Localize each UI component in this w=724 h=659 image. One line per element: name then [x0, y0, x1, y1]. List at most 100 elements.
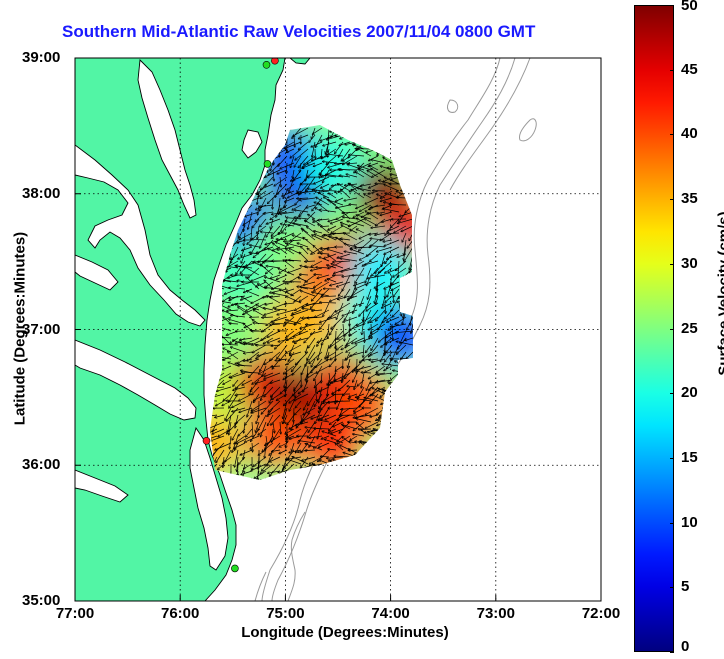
velocity-arrow: [276, 274, 288, 279]
velocity-arrow: [342, 372, 343, 383]
velocity-arrow: [304, 155, 316, 165]
velocity-arrow: [343, 425, 351, 430]
velocity-arrow: [385, 267, 393, 273]
velocity-arrow: [223, 351, 239, 360]
velocity-arrow: [253, 246, 267, 258]
velocity-arrow: [387, 281, 393, 297]
colorbar-tick: [670, 652, 674, 653]
velocity-arrow: [294, 134, 295, 147]
velocity-arrow: [333, 421, 344, 427]
velocity-arrow: [312, 183, 323, 190]
velocity-arrow: [348, 358, 351, 368]
velocity-arrow: [371, 323, 386, 333]
velocity-arrow: [312, 288, 323, 301]
velocity-arrow: [387, 316, 400, 322]
velocity-arrow: [318, 420, 330, 423]
velocity-arrow: [366, 302, 379, 311]
velocity-arrow: [291, 421, 295, 430]
velocity-arrow: [355, 267, 365, 283]
velocity-arrow: [229, 421, 232, 435]
velocity-arrow: [328, 323, 330, 338]
velocity-arrow: [339, 288, 344, 296]
velocity-arrow: [343, 155, 351, 161]
velocity-arrow: [355, 247, 372, 248]
velocity-arrow: [378, 372, 393, 375]
velocity-arrow: [406, 351, 413, 359]
velocity-arrow: [230, 372, 246, 378]
velocity-arrow: [365, 197, 379, 204]
velocity-arrow: [322, 169, 337, 177]
velocity-arrow: [250, 358, 260, 362]
velocity-arrow: [365, 365, 379, 372]
velocity-arrow: [251, 225, 252, 240]
velocity-arrow: [372, 388, 386, 395]
velocity-arrow: [311, 260, 323, 267]
velocity-arrow: [364, 194, 372, 199]
velocity-arrow: [323, 302, 330, 317]
velocity-arrow: [311, 358, 316, 367]
velocity-arrow: [392, 344, 400, 360]
velocity-arrow: [260, 218, 267, 227]
velocity-arrow: [341, 267, 358, 272]
velocity-arrow: [340, 407, 351, 415]
velocity-arrow: [278, 268, 295, 276]
velocity-arrow: [329, 372, 330, 383]
velocity-arrow: [280, 386, 288, 394]
velocity-arrow: [321, 183, 330, 188]
velocity-arrow: [264, 358, 274, 365]
velocity-arrow: [285, 379, 295, 391]
velocity-arrow: [237, 281, 253, 286]
velocity-arrow: [341, 344, 351, 350]
x-axis-label: Longitude (Degrees:Minutes): [241, 624, 449, 641]
velocity-arrow: [311, 330, 323, 334]
velocity-arrow: [388, 233, 400, 234]
velocity-arrow: [354, 365, 372, 370]
colorbar-tick: [670, 5, 674, 6]
velocity-arrow: [316, 197, 330, 206]
velocity-arrow: [241, 295, 253, 300]
velocity-arrow: [311, 295, 323, 308]
colorbar-label: Surface Velocity (cm/s): [715, 211, 724, 376]
velocity-arrow: [332, 233, 351, 234]
velocity-arrow: [249, 365, 260, 377]
velocity-arrow: [376, 365, 386, 373]
velocity-arrow: [345, 365, 358, 378]
velocity-arrow: [253, 323, 267, 324]
velocity-arrow: [308, 393, 316, 406]
colorbar-tick: [670, 328, 674, 330]
velocity-arrow: [301, 246, 309, 255]
velocity-arrow: [227, 421, 239, 434]
velocity-arrow: [323, 162, 337, 164]
velocity-arrow: [322, 190, 337, 191]
velocity-arrow: [308, 421, 316, 432]
velocity-arrow: [294, 393, 309, 401]
velocity-arrow: [342, 323, 344, 341]
velocity-arrow: [314, 281, 323, 288]
velocity-arrow: [371, 160, 386, 164]
velocity-arrow: [319, 257, 330, 262]
velocity-arrow: [342, 424, 358, 430]
velocity-arrow: [357, 379, 365, 386]
velocity-arrow: [360, 295, 365, 306]
velocity-arrow: [356, 215, 372, 220]
velocity-arrow: [339, 170, 358, 171]
velocity-arrow: [229, 288, 246, 290]
velocity-arrow: [384, 184, 400, 192]
velocity-arrow: [387, 358, 393, 369]
velocity-arrow: [394, 225, 407, 233]
velocity-arrow: [344, 197, 358, 201]
velocity-arrow: [308, 337, 316, 348]
velocity-arrow: [270, 295, 281, 297]
velocity-arrow: [283, 400, 288, 418]
velocity-arrow: [376, 379, 393, 382]
velocity-arrow: [397, 253, 407, 257]
velocity-arrow: [290, 351, 302, 356]
velocity-arrow: [272, 281, 288, 289]
velocity-arrow: [384, 246, 400, 254]
velocity-arrow: [343, 217, 358, 220]
colorbar-tick: [670, 199, 674, 201]
velocity-arrow: [370, 316, 379, 322]
velocity-arrow: [338, 295, 351, 299]
velocity-arrow: [260, 232, 267, 248]
